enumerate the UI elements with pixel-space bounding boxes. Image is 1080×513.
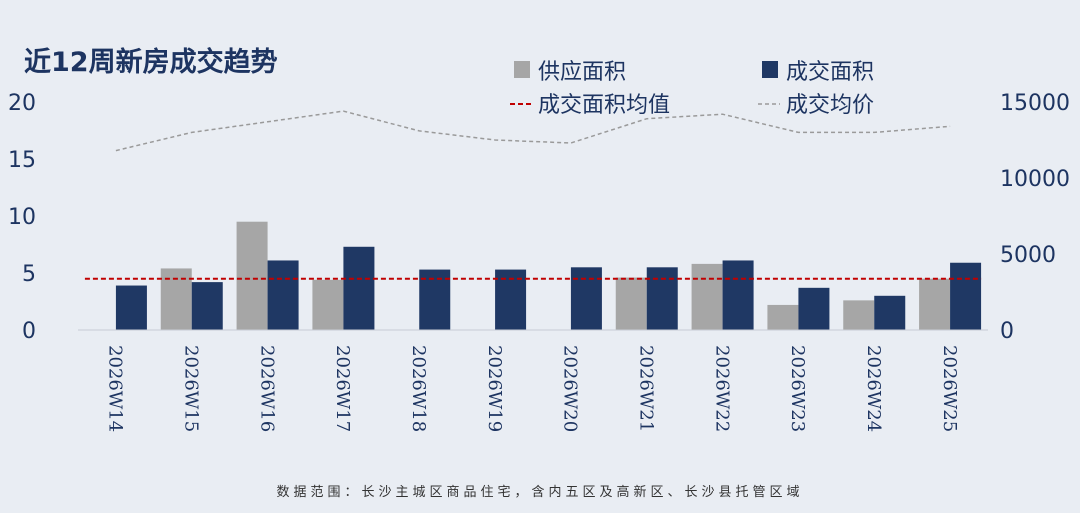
legend-swatch-supply [514, 61, 530, 78]
lines [84, 110, 982, 280]
left-tick-label: 5 [22, 262, 36, 287]
bars [78, 221, 988, 331]
x-axis: 2026W14 2026W15 2026W16 2026W17 2026W18 2026W… [105, 345, 960, 432]
price-line [115, 110, 951, 152]
left-tick-label: 0 [22, 319, 36, 344]
x-tick-label: 2026W22 [711, 345, 732, 432]
left-tick-label: 10 [8, 205, 36, 230]
supply-bar [919, 278, 951, 330]
right-tick-label: 10000 [1000, 167, 1070, 192]
legend-label-deal: 成交面积 [786, 60, 874, 85]
x-tick-label: 2026W18 [408, 345, 429, 432]
deal-bar [646, 267, 678, 330]
supply-bar [691, 263, 723, 330]
legend-label-mean: 成交面积均值 [538, 93, 670, 118]
left-axis: 0 5 10 15 20 [8, 91, 36, 344]
legend-label-supply: 供应面积 [538, 60, 626, 85]
x-tick-label: 2026W25 [939, 345, 960, 432]
x-tick-label: 2026W21 [635, 345, 656, 432]
chart-title: 近12周新房成交趋势 [24, 47, 278, 78]
deal-bar [115, 285, 147, 330]
deal-bar [570, 267, 602, 330]
x-tick-label: 2026W20 [560, 345, 581, 432]
legend-swatch-deal [762, 61, 778, 78]
right-axis: 0 5000 10000 15000 [1000, 91, 1070, 344]
deal-bar [191, 282, 223, 330]
deal-bar [950, 262, 982, 330]
x-tick-label: 2026W17 [332, 345, 353, 432]
x-tick-label: 2026W24 [863, 345, 884, 432]
deal-bar [722, 260, 754, 330]
supply-bar [312, 279, 344, 330]
supply-bar [160, 268, 192, 330]
supply-bar [615, 277, 647, 330]
footnote: 数据范围：长沙主城区商品住宅，含内五区及高新区、长沙县托管区域 [276, 485, 804, 500]
deal-bar [874, 295, 906, 330]
x-tick-label: 2026W15 [180, 345, 201, 432]
x-tick-label: 2026W19 [484, 345, 505, 432]
x-tick-label: 2026W23 [787, 345, 808, 432]
deal-bar [343, 246, 375, 330]
x-tick-label: 2026W14 [105, 345, 126, 432]
x-tick-label: 2026W16 [256, 345, 277, 432]
left-tick-label: 15 [8, 148, 36, 173]
supply-bar [843, 300, 875, 330]
right-tick-label: 5000 [1000, 243, 1056, 268]
supply-bar [767, 304, 799, 330]
legend: 供应面积 成交面积 成交面积均值 成交均价 [510, 60, 874, 118]
deal-bar [267, 260, 299, 330]
legend-label-price: 成交均价 [786, 93, 874, 118]
right-tick-label: 15000 [1000, 91, 1070, 116]
left-tick-label: 20 [8, 91, 36, 116]
deal-bar [798, 287, 830, 330]
supply-bar [236, 221, 268, 330]
right-tick-label: 0 [1000, 319, 1014, 344]
